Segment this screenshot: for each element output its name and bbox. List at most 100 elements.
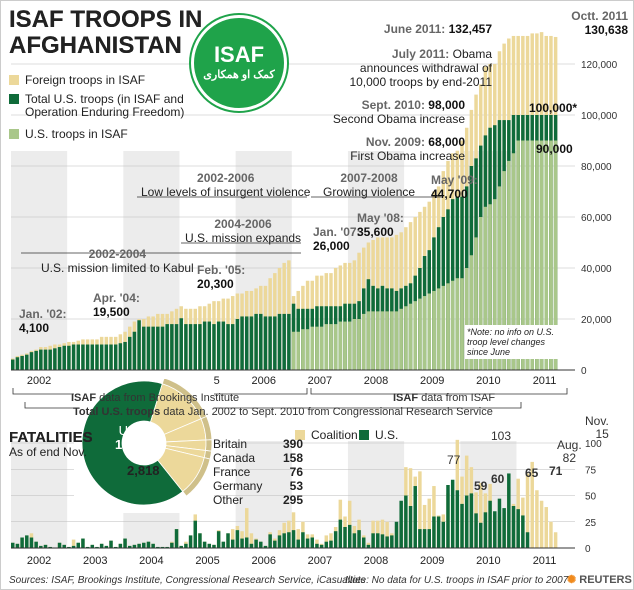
bar-us-total-troops [29,352,34,370]
bar-us-total-troops [184,324,188,370]
legend-us-isaf: U.S. troops in ISAF [9,127,128,141]
bar-us-total-troops [128,336,132,370]
bar-us-fatalities [502,508,506,548]
bar-us-isaf-troops [436,288,441,370]
bar-us-isaf-troops [493,199,497,370]
annotation-label: Nov. 2009: [365,135,425,149]
bar-us-isaf-troops [315,326,319,370]
bar-coalition-fatalities [479,482,483,548]
label-65: 65 [525,466,539,480]
bar-us-fatalities [324,541,329,548]
annotation-apr04: Apr. '04: 19,500 [93,291,140,319]
bar-us-total-troops [146,326,151,370]
bar-us-fatalities [179,545,183,548]
bar-us-isaf-troops [390,311,394,370]
period-2002-2004: 2002-2004 U.S. mission limited to Kabul [41,247,194,275]
troop-note: *Note: no info on U.S. troop level chang… [465,325,569,359]
bar-coalition-fatalities [296,529,300,548]
bar-us-total-troops [156,326,160,370]
source-bold: Total U.S. troops [73,406,161,418]
bar-us-total-troops [193,324,197,370]
reuters-brand: REUTERS [579,574,632,586]
isaf-logo: ISAF کمک او همکاری [191,15,287,111]
bar-us-isaf-troops [376,311,380,370]
annotation-value: 100,000* [529,101,578,115]
bar-us-total-troops [95,344,99,370]
bar-us-fatalities [254,539,258,548]
bar-us-fatalities [362,537,366,548]
bar-us-isaf-troops [329,324,333,370]
bar-us-total-troops [198,324,202,370]
bar-us-total-troops [109,344,113,370]
footer-sources: Sources: ISAF, Brookings Institute, Cong… [9,575,366,586]
bar-coalition-fatalities [230,529,235,548]
bar-us-isaf-troops [483,206,488,370]
bar-us-fatalities [521,515,525,548]
bar-us-fatalities [188,535,193,548]
bar-us-isaf-troops [427,293,431,370]
bar-us-total-troops [216,321,221,370]
bar-us-isaf-troops [549,140,553,370]
bar-us-isaf-troops [441,285,446,370]
bar-us-isaf-troops [319,326,324,370]
bar-us-total-troops [207,321,212,370]
label-77: 77 [447,453,461,467]
country-row: France 76 [213,465,303,479]
bar-us-fatalities [104,545,109,548]
annotation-label: June 2011: [383,22,446,36]
bar-us-fatalities [109,540,113,548]
annotation-label: Jan. '07: [313,225,361,239]
bar-us-isaf-troops [418,298,422,370]
bar-coalition-fatalities [249,533,254,548]
bar-us-isaf-troops [296,331,300,370]
annotation-label: May '09: [431,173,478,187]
annotation-label: Octt. 2011 [571,9,628,23]
annotation-jun11: June 2011: 132,457 [384,22,492,36]
bar-us-isaf-troops [357,319,361,370]
bar-coalition-fatalities [535,490,539,548]
label-60: 60 [491,472,505,486]
bar-us-fatalities [404,495,408,548]
country-name: Germany [213,479,263,493]
y-tick-label: 25 [585,518,597,529]
annotation-jan02: Jan. '02: 4,100 [19,307,67,335]
bar-us-isaf-troops [469,255,474,370]
bar-us-fatalities [385,536,389,548]
annotation-text: Second Obama increase [332,112,465,126]
country-value: 390 [282,437,303,451]
bar-us-fatalities [413,486,417,548]
legend-swatch [359,430,369,440]
bar-coalition-fatalities [245,508,249,548]
bar-us-total-troops [15,357,20,370]
bar-us-isaf-troops [446,283,450,370]
bar-us-total-troops [76,344,80,370]
bar-coalition-fatalities [347,500,352,548]
bar-us-fatalities [455,490,460,548]
x-tick-label: 2005 [195,555,219,567]
annotation-value: 130,638 [584,23,628,37]
bar-us-fatalities [67,546,71,548]
bar-us-fatalities [81,538,85,548]
bar-us-total-troops [170,324,174,370]
bar-us-fatalities [432,516,436,548]
bar-us-fatalities [193,520,197,548]
source-text: data Jan. 2002 to Sept. 2010 from Congre… [163,406,493,418]
bar-us-isaf-troops [362,313,366,370]
bar-us-isaf-troops [488,204,492,370]
y-tick-label: 75 [585,465,597,476]
country-row: Other 295 [213,493,303,507]
bar-us-total-troops [11,359,15,370]
bar-us-total-troops [151,326,155,370]
bar-us-fatalities [263,545,268,548]
bar-us-fatalities [357,530,361,548]
bar-coalition-fatalities [418,471,422,548]
bar-us-fatalities [113,546,118,548]
bar-us-fatalities [441,521,446,548]
bar-us-fatalities [319,544,324,548]
bar-us-total-troops [263,316,268,370]
bar-us-isaf-troops [432,290,436,370]
period-2002-2006: 2002-2006 Low levels of insurgent violenc… [141,171,310,199]
period-years: 2004-2006 [214,217,272,231]
bar-us-total-troops [268,316,272,370]
